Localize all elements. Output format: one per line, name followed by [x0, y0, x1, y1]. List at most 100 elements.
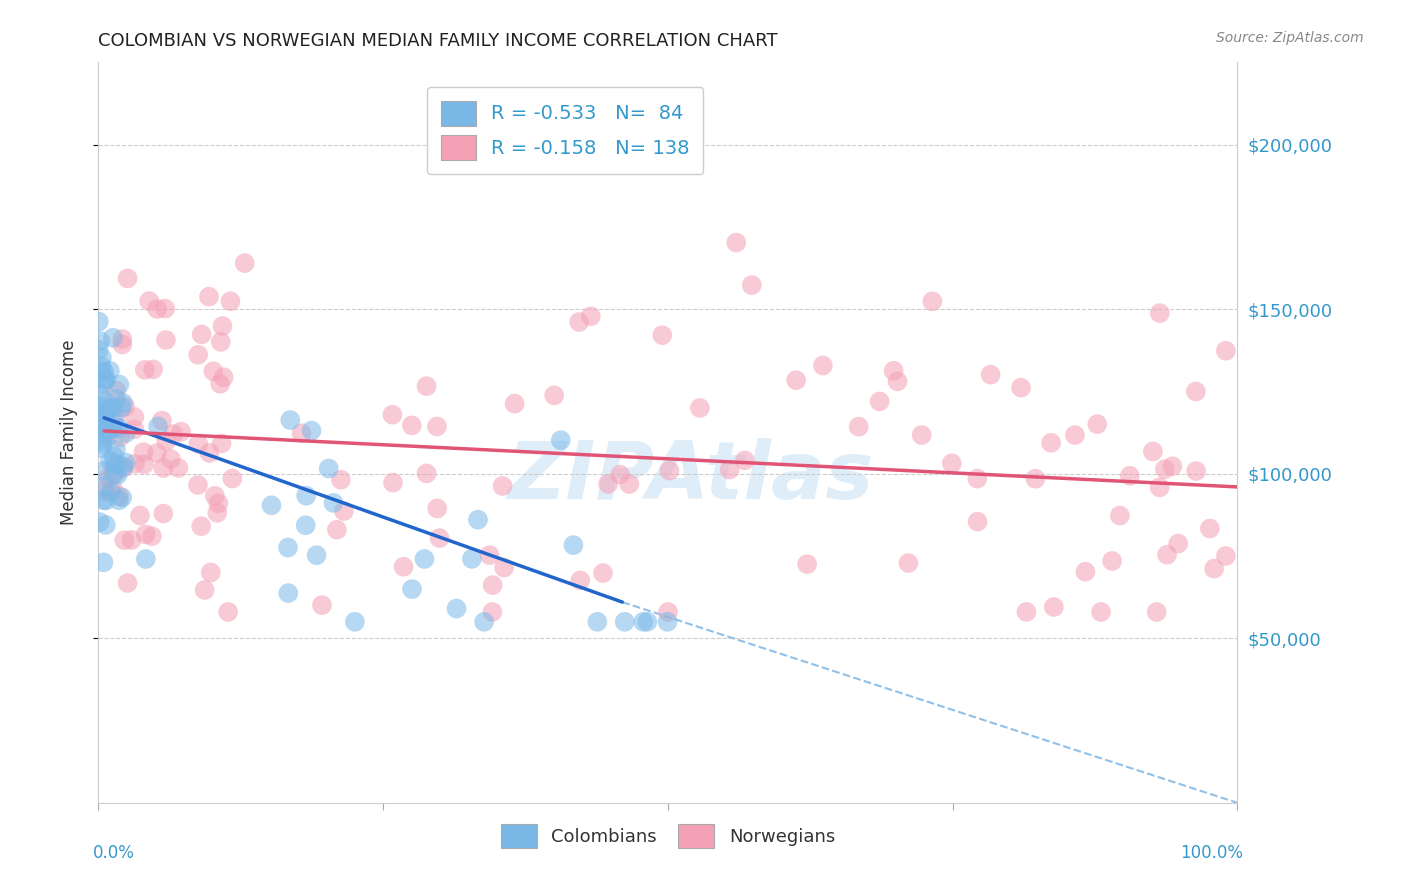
Point [598, 477, 620, 491]
Point [290, 426, 312, 441]
Point [1185, 464, 1208, 478]
Point [1146, 605, 1168, 619]
Point [415, 467, 437, 481]
Point [897, 556, 920, 570]
Point [107, 468, 129, 483]
Point [278, 413, 301, 427]
Point [114, 456, 136, 470]
Point [94, 480, 117, 494]
Point [204, 489, 226, 503]
Point [211, 436, 233, 450]
Point [141, 529, 163, 543]
Point [1043, 600, 1066, 615]
Point [108, 493, 131, 508]
Point [112, 461, 135, 475]
Point [101, 482, 124, 496]
Point [170, 425, 193, 439]
Point [725, 235, 748, 250]
Point [219, 294, 242, 309]
Point [1015, 605, 1038, 619]
Point [569, 574, 592, 588]
Point [97, 429, 120, 443]
Point [481, 605, 503, 619]
Point [101, 401, 124, 415]
Point [491, 479, 513, 493]
Point [209, 376, 232, 391]
Point [159, 452, 181, 467]
Point [658, 464, 681, 478]
Point [97, 422, 120, 436]
Point [134, 363, 156, 377]
Point [94, 373, 117, 387]
Point [194, 582, 217, 597]
Point [90, 364, 112, 378]
Point [401, 418, 423, 433]
Point [93, 420, 115, 434]
Point [198, 290, 221, 304]
Point [543, 388, 565, 402]
Point [90, 434, 112, 448]
Point [124, 457, 146, 471]
Point [89, 515, 111, 529]
Point [429, 531, 451, 545]
Point [103, 415, 125, 429]
Point [883, 364, 905, 378]
Point [200, 566, 222, 580]
Point [966, 515, 988, 529]
Point [1215, 549, 1237, 563]
Point [1085, 417, 1108, 431]
Point [1090, 605, 1112, 619]
Text: Source: ZipAtlas.com: Source: ZipAtlas.com [1216, 31, 1364, 45]
Point [651, 328, 673, 343]
Point [562, 538, 585, 552]
Point [401, 582, 423, 596]
Point [1119, 468, 1142, 483]
Point [1040, 435, 1063, 450]
Point [446, 601, 468, 615]
Point [207, 506, 229, 520]
Point [467, 513, 489, 527]
Point [93, 555, 115, 569]
Point [478, 548, 501, 562]
Point [413, 552, 436, 566]
Point [318, 461, 340, 475]
Text: 0.0%: 0.0% [93, 844, 135, 862]
Point [124, 422, 146, 436]
Point [89, 405, 111, 419]
Point [718, 462, 741, 476]
Point [426, 501, 449, 516]
Point [150, 413, 173, 427]
Point [110, 401, 132, 415]
Point [94, 493, 117, 508]
Point [911, 428, 934, 442]
Point [108, 430, 131, 444]
Point [108, 421, 131, 435]
Text: COLOMBIAN VS NORWEGIAN MEDIAN FAMILY INCOME CORRELATION CHART: COLOMBIAN VS NORWEGIAN MEDIAN FAMILY INC… [98, 32, 778, 50]
Point [153, 301, 176, 316]
Point [112, 533, 135, 548]
Point [277, 541, 299, 555]
Point [103, 420, 125, 434]
Point [689, 401, 711, 415]
Point [94, 372, 117, 386]
Point [211, 318, 233, 333]
Point [89, 410, 111, 425]
Point [343, 615, 366, 629]
Point [657, 605, 679, 619]
Point [1064, 428, 1087, 442]
Y-axis label: Median Family Income: Median Family Income [59, 340, 77, 525]
Point [98, 423, 121, 437]
Point [1149, 480, 1171, 494]
Point [568, 315, 591, 329]
Point [93, 365, 115, 379]
Point [90, 442, 112, 456]
Point [1024, 472, 1046, 486]
Point [382, 475, 405, 490]
Point [93, 493, 115, 508]
Point [980, 368, 1002, 382]
Point [93, 483, 115, 498]
Point [105, 458, 128, 472]
Point [117, 576, 139, 591]
Point [1149, 306, 1171, 320]
Point [104, 392, 127, 406]
